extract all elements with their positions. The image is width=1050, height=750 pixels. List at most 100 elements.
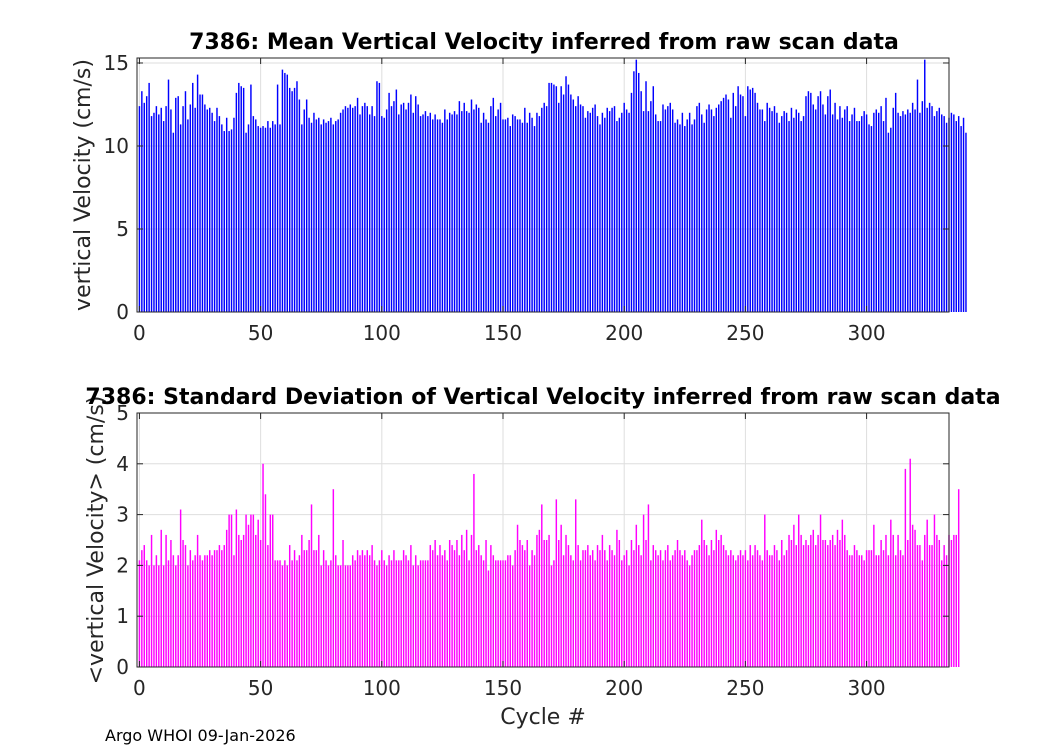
- bottom-bar: [936, 534, 938, 667]
- top-bar: [688, 112, 691, 312]
- bottom-bar: [490, 545, 492, 667]
- top-bar: [545, 106, 548, 312]
- bottom-bar: [904, 468, 907, 667]
- bottom-bar: [533, 555, 536, 667]
- bottom-bar: [141, 550, 143, 667]
- bottom-bar: [795, 545, 798, 667]
- bottom-bar: [827, 545, 829, 667]
- top-bar: [434, 114, 436, 312]
- top-bar: [196, 74, 199, 312]
- bottom-bar: [422, 560, 424, 667]
- top-bar: [376, 81, 378, 313]
- top-bar: [950, 112, 953, 312]
- top-bar: [548, 82, 550, 313]
- top-bar: [536, 112, 538, 312]
- bottom-bar: [412, 565, 415, 667]
- bottom-bar: [608, 545, 611, 667]
- top-x-tick-label: 200: [605, 321, 643, 345]
- top-bar: [776, 112, 778, 312]
- bottom-bar: [495, 560, 497, 667]
- bottom-bar: [463, 550, 465, 667]
- bottom-bar: [538, 529, 541, 667]
- bottom-bar: [955, 534, 957, 667]
- top-bar: [713, 116, 715, 312]
- top-bar: [439, 119, 441, 312]
- bottom-bar: [805, 540, 807, 667]
- top-bar: [931, 106, 933, 312]
- top-bar: [781, 116, 783, 312]
- bottom-x-tick-label: 250: [726, 676, 764, 700]
- bottom-bar: [839, 540, 841, 667]
- top-bar: [606, 107, 608, 312]
- top-bar: [722, 97, 725, 312]
- top-bar: [194, 107, 196, 312]
- top-bar: [318, 117, 320, 312]
- bottom-bar: [628, 565, 630, 667]
- top-bar: [458, 101, 461, 312]
- top-bar: [153, 112, 155, 312]
- top-bar: [189, 104, 192, 312]
- top-bar: [371, 106, 373, 312]
- top-bar: [783, 111, 785, 313]
- top-bar: [344, 106, 347, 312]
- bottom-bar: [381, 550, 383, 667]
- top-bar: [892, 107, 894, 312]
- top-bar: [802, 116, 805, 312]
- bottom-bar: [645, 540, 647, 667]
- bottom-bar: [276, 560, 279, 667]
- top-bar: [756, 102, 759, 312]
- bottom-bar: [257, 519, 259, 667]
- top-bar: [259, 127, 262, 312]
- bottom-bar: [245, 514, 247, 667]
- top-bar: [710, 109, 713, 313]
- top-bar: [734, 106, 737, 312]
- bottom-bar: [555, 499, 558, 667]
- bottom-bar: [192, 560, 194, 667]
- bottom-bar: [671, 555, 674, 667]
- top-bar: [701, 114, 703, 312]
- bottom-bar: [708, 555, 710, 667]
- top-bar: [645, 81, 647, 313]
- top-bar: [276, 84, 279, 312]
- top-bar: [638, 72, 640, 312]
- bottom-bar: [810, 534, 812, 667]
- top-bar: [582, 106, 584, 312]
- bottom-bar: [642, 514, 645, 667]
- top-bar: [679, 124, 681, 312]
- top-bar: [216, 107, 218, 312]
- top-bar: [642, 111, 645, 313]
- bottom-bars: [138, 458, 960, 667]
- top-bar: [179, 124, 182, 312]
- bottom-bar: [162, 565, 165, 667]
- bottom-bar: [160, 529, 162, 667]
- bottom-bar: [444, 550, 446, 667]
- top-bar: [868, 124, 870, 312]
- top-bar: [861, 116, 863, 312]
- top-bar: [150, 116, 153, 312]
- top-bar: [223, 131, 225, 312]
- bottom-bar: [478, 545, 480, 667]
- top-bar: [911, 102, 914, 312]
- top-bar: [725, 94, 727, 313]
- top-bar: [272, 121, 274, 312]
- top-bar: [337, 119, 339, 312]
- bottom-bar: [427, 560, 429, 667]
- top-bar: [846, 106, 848, 312]
- bottom-bar: [189, 550, 192, 667]
- bottom-bar: [807, 545, 810, 667]
- bottom-bar: [667, 545, 669, 667]
- top-bar: [909, 112, 911, 312]
- bottom-bar: [647, 504, 650, 667]
- bottom-bar: [579, 560, 582, 667]
- bottom-bar: [599, 550, 601, 667]
- top-bar: [330, 117, 332, 312]
- top-bar: [431, 119, 434, 312]
- bottom-bar: [305, 550, 308, 667]
- top-bar: [887, 132, 890, 312]
- bottom-bar: [293, 550, 296, 667]
- bottom-bar: [366, 550, 368, 667]
- bottom-bar: [759, 555, 761, 667]
- bottom-bar: [861, 555, 863, 667]
- bottom-bar: [778, 560, 781, 667]
- bottom-bar: [841, 519, 844, 667]
